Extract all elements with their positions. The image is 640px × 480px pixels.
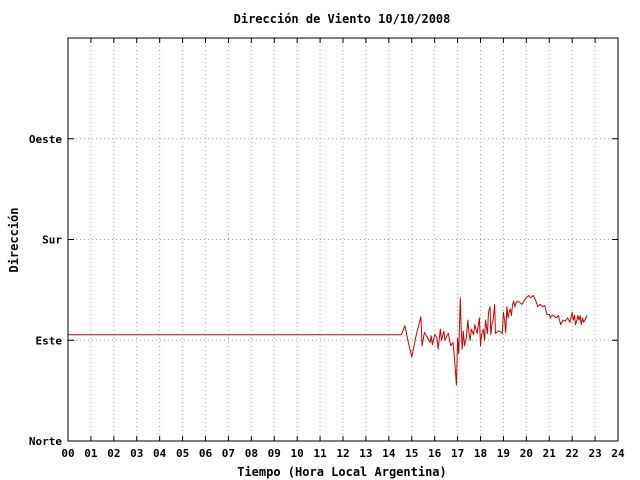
x-tick-label: 03 — [130, 447, 143, 460]
y-tick-label: Sur — [42, 234, 62, 247]
x-tick-label: 20 — [520, 447, 533, 460]
x-tick-label: 17 — [451, 447, 464, 460]
x-tick-label: 05 — [176, 447, 189, 460]
x-tick-label: 04 — [153, 447, 167, 460]
tick-layer: 00 01 02 03 04 05 06 07 08 09 10 11 12 13 14 15 16 17 18 19… — [29, 38, 625, 460]
x-tick-label: 01 — [84, 447, 98, 460]
y-axis-label: Dirección — [7, 207, 21, 272]
series-layer — [68, 295, 588, 386]
x-tick-label: 09 — [268, 447, 281, 460]
x-tick-label: 13 — [359, 447, 372, 460]
x-tick-label: 12 — [336, 447, 349, 460]
x-tick-label: 06 — [199, 447, 213, 460]
x-tick-label: 08 — [245, 447, 258, 460]
x-tick-label: 00 — [61, 447, 74, 460]
x-axis-label: Tiempo (Hora Local Argentina) — [237, 465, 447, 479]
x-tick-label: 07 — [222, 447, 235, 460]
y-tick-label: Oeste — [29, 133, 62, 146]
x-tick-label: 14 — [382, 447, 396, 460]
x-tick-label: 15 — [405, 447, 418, 460]
x-tick-label: 02 — [107, 447, 120, 460]
wind-direction-line — [68, 295, 588, 386]
x-tick-label: 11 — [313, 447, 327, 460]
x-tick-label: 24 — [611, 447, 625, 460]
x-tick-label: 19 — [497, 447, 510, 460]
y-tick-label: Norte — [29, 435, 62, 448]
x-tick-label: 22 — [566, 447, 579, 460]
x-tick-label: 10 — [291, 447, 304, 460]
grid — [68, 38, 618, 441]
x-tick-label: 23 — [588, 447, 601, 460]
x-tick-label: 21 — [543, 447, 557, 460]
y-tick-label: Este — [36, 334, 63, 347]
x-tick-label: 16 — [428, 447, 442, 460]
x-tick-label: 18 — [474, 447, 487, 460]
chart-title: Dirección de Viento 10/10/2008 — [234, 12, 451, 26]
